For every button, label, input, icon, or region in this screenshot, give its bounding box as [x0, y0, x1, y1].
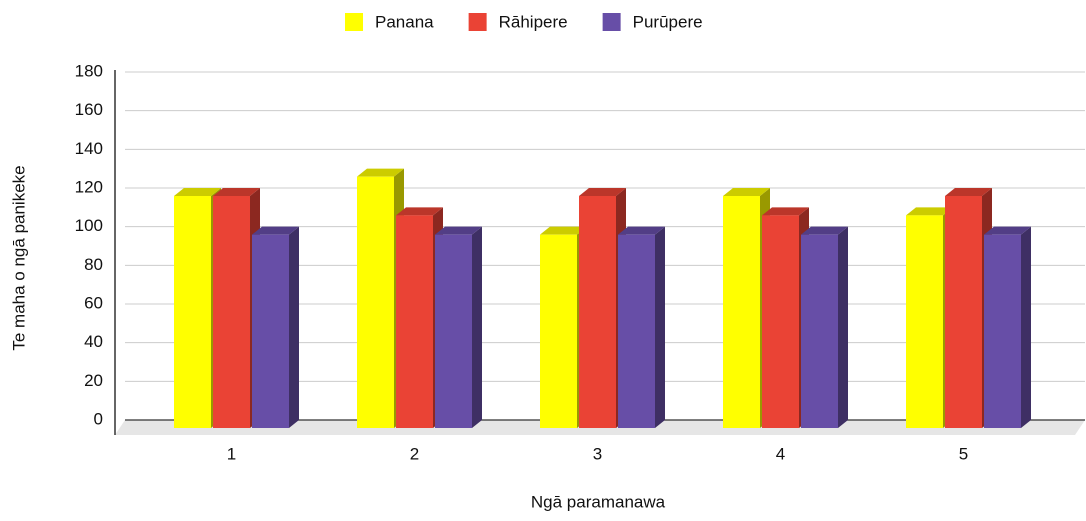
- bar-top: [762, 207, 809, 216]
- x-axis-label: Ngā paramanawa: [531, 492, 666, 511]
- y-tick-label: 100: [75, 216, 103, 235]
- bar: [357, 176, 394, 428]
- bar-top: [906, 207, 953, 216]
- y-tick-label: 0: [94, 409, 103, 428]
- x-tick-label: 2: [410, 444, 419, 463]
- bar-top: [723, 188, 770, 196]
- x-tick-label: 4: [776, 444, 785, 463]
- bar: [213, 196, 250, 428]
- bar-top: [945, 188, 992, 196]
- bar-top: [396, 207, 443, 216]
- bar-side: [838, 226, 848, 428]
- bar: [906, 215, 943, 428]
- bar: [396, 215, 433, 428]
- y-axis-label: Te maha o ngā panikeke: [9, 165, 28, 350]
- bar-top: [174, 188, 221, 196]
- bar: [540, 234, 577, 428]
- bar-top: [213, 188, 260, 196]
- y-tick-label: 20: [84, 371, 103, 390]
- bar: [579, 196, 616, 428]
- y-tick-label: 120: [75, 177, 103, 196]
- bar-top: [540, 226, 587, 235]
- bar-top: [984, 226, 1031, 235]
- bar-top: [801, 226, 848, 235]
- legend-label: Rāhipere: [499, 12, 568, 31]
- bar-side: [1021, 226, 1031, 428]
- y-tick-label: 80: [84, 255, 103, 274]
- y-tick-label: 180: [75, 61, 103, 80]
- legend-label: Panana: [375, 12, 434, 31]
- bar-side: [655, 226, 665, 428]
- bar-top: [435, 226, 482, 235]
- bar-top: [579, 188, 626, 196]
- bar-top: [618, 226, 665, 235]
- bar: [762, 215, 799, 428]
- bar-side: [472, 226, 482, 428]
- bar-top: [357, 168, 404, 177]
- y-tick-label: 140: [75, 139, 103, 158]
- bar-top: [252, 226, 299, 235]
- x-tick-label: 3: [593, 444, 602, 463]
- bar: [174, 196, 211, 428]
- bar: [945, 196, 982, 428]
- y-tick-label: 60: [84, 293, 103, 312]
- bar: [618, 234, 655, 428]
- bar: [984, 234, 1021, 428]
- bar: [435, 234, 472, 428]
- y-tick-label: 40: [84, 332, 103, 351]
- x-tick-label: 5: [959, 444, 968, 463]
- bar-side: [289, 226, 299, 428]
- legend-swatch: [468, 13, 487, 31]
- y-tick-label: 160: [75, 100, 103, 119]
- legend-swatch: [345, 13, 363, 31]
- bar: [801, 234, 838, 428]
- legend-label: Purūpere: [633, 12, 703, 31]
- legend-swatch: [602, 13, 621, 31]
- bar: [723, 196, 760, 428]
- bar: [252, 234, 289, 428]
- x-tick-label: 1: [227, 444, 236, 463]
